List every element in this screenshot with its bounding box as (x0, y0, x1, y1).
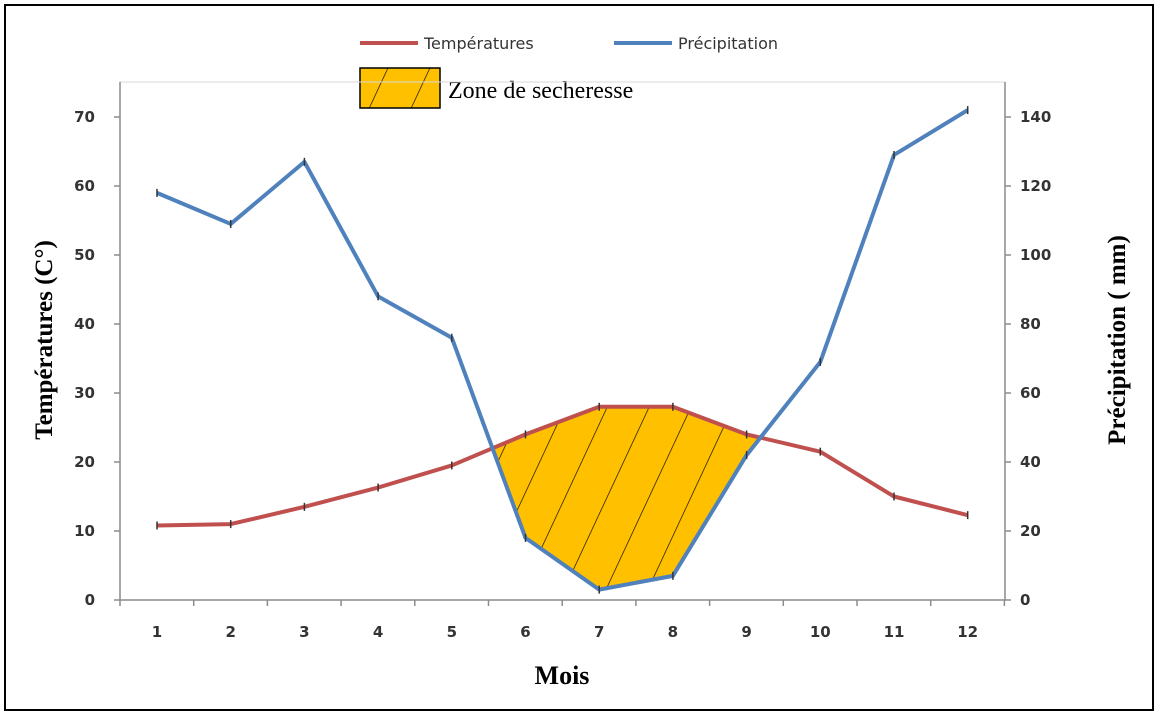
right-y-ticks: 0 20 40 60 80 100 120 140 (1005, 108, 1051, 609)
left-y-ticks: 0 10 20 30 40 50 60 70 (74, 108, 120, 609)
right-y-tick-label: 40 (1020, 453, 1041, 471)
x-tick-label: 6 (520, 623, 530, 641)
right-y-tick-label: 0 (1020, 591, 1030, 609)
right-y-tick-label: 80 (1020, 315, 1041, 333)
precipitation-series-line (156, 108, 969, 592)
right-y-tick-label: 140 (1020, 108, 1051, 126)
legend-temperature-label: Températures (423, 34, 534, 53)
x-tick-label: 9 (741, 623, 751, 641)
x-tick-label: 12 (957, 623, 978, 641)
left-y-tick-label: 50 (74, 246, 95, 264)
x-tick-label: 8 (668, 623, 678, 641)
temperature-points (156, 402, 969, 530)
x-tick-label: 1 (152, 623, 162, 641)
legend: Températures Précipitation Zone de seche… (359, 34, 778, 109)
drought-zone-area (492, 406, 761, 590)
right-y-tick-label: 60 (1020, 384, 1041, 402)
chart-frame (4, 4, 1154, 711)
x-tick-label: 5 (447, 623, 457, 641)
x-tick-label: 3 (299, 623, 309, 641)
left-y-tick-label: 40 (74, 315, 95, 333)
right-axis-title: Précipitation ( mm) (1104, 235, 1131, 445)
x-tick-label: 11 (884, 623, 905, 641)
left-y-tick-label: 10 (74, 522, 95, 540)
x-tick-label: 2 (225, 623, 235, 641)
x-tick-label: 7 (594, 623, 604, 641)
left-y-tick-label: 60 (74, 177, 95, 195)
left-y-tick-label: 20 (74, 453, 95, 471)
left-y-tick-label: 30 (74, 384, 95, 402)
right-y-tick-label: 120 (1020, 177, 1051, 195)
legend-zone-swatch (359, 67, 441, 109)
right-y-tick-label: 100 (1020, 246, 1051, 264)
x-ticks: 1 2 3 4 5 6 7 8 9 10 11 12 (119, 600, 1006, 641)
left-y-tick-label: 70 (74, 108, 95, 126)
x-axis-title: Mois (535, 661, 590, 690)
x-tick-label: 10 (810, 623, 831, 641)
right-y-tick-label: 20 (1020, 522, 1041, 540)
precipitation-points (156, 106, 969, 594)
x-tick-label: 4 (373, 623, 383, 641)
temperature-series-line (156, 404, 969, 528)
legend-precipitation-label: Précipitation (678, 34, 778, 53)
left-y-tick-label: 0 (85, 591, 95, 609)
left-axis-title: Températures (C°) (31, 240, 58, 440)
